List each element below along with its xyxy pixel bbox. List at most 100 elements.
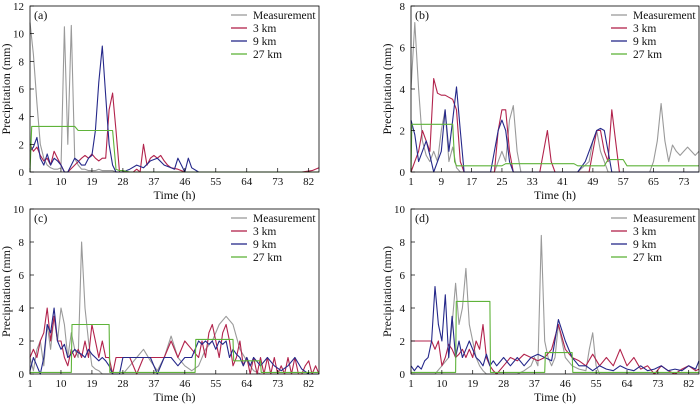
y-tick-label: 10 xyxy=(13,204,25,216)
y-tick-label: 8 xyxy=(19,56,25,68)
x-tick-label: 82 xyxy=(683,378,694,390)
x-tick-label: 73 xyxy=(272,378,284,390)
y-axis-title: Precipitation (mm) xyxy=(0,44,13,135)
x-axis-title: Time (h) xyxy=(154,390,196,404)
x-tick-label: 28 xyxy=(498,378,510,390)
x-tick-label: 49 xyxy=(587,176,599,188)
x-tick-label: 57 xyxy=(618,176,630,188)
x-tick-label: 73 xyxy=(272,176,284,188)
legend-label: 3 km xyxy=(253,226,276,238)
x-tick-label: 1 xyxy=(408,176,414,188)
x-tick-label: 46 xyxy=(179,378,191,390)
legend-label: 3 km xyxy=(253,23,276,35)
panel-label: (b) xyxy=(415,8,429,22)
panel-label: (a) xyxy=(34,8,47,22)
x-tick-label: 55 xyxy=(210,176,222,188)
series-line-km9 xyxy=(29,307,319,375)
y-tick-label: 2 xyxy=(19,336,25,348)
y-tick-label: 2 xyxy=(400,336,406,348)
x-tick-label: 1 xyxy=(27,378,33,390)
x-tick-label: 37 xyxy=(148,176,160,188)
x-axis-title: Time (h) xyxy=(534,188,576,202)
x-tick-label: 19 xyxy=(467,378,479,390)
y-tick-label: 0 xyxy=(400,167,406,179)
x-tick-label: 33 xyxy=(527,176,539,188)
y-tick-label: 10 xyxy=(13,29,25,41)
series-line-km9 xyxy=(410,86,699,173)
y-tick-label: 8 xyxy=(400,237,406,249)
x-tick-label: 55 xyxy=(591,378,603,390)
y-tick-label: 6 xyxy=(19,84,25,96)
x-tick-label: 55 xyxy=(210,378,222,390)
y-tick-label: 10 xyxy=(394,204,406,216)
legend-label: Measurement xyxy=(253,213,316,225)
x-tick-label: 10 xyxy=(55,176,67,188)
y-tick-label: 0 xyxy=(19,167,25,179)
x-tick-label: 28 xyxy=(117,176,129,188)
legend-label: 27 km xyxy=(253,49,282,61)
x-tick-label: 64 xyxy=(241,378,253,390)
y-tick-label: 12 xyxy=(13,1,24,13)
x-tick-label: 64 xyxy=(622,378,634,390)
y-tick-label: 8 xyxy=(400,1,406,13)
x-tick-label: 1 xyxy=(408,378,414,390)
y-tick-label: 4 xyxy=(400,84,406,96)
series-line-km9 xyxy=(410,286,700,372)
panel-b: 1 9 17 25 33 41 49 57 65 73 0 2 4 6 8 Time (h) Precipita… xyxy=(380,1,700,202)
plot-frame xyxy=(410,208,700,375)
x-tick-label: 28 xyxy=(117,378,129,390)
y-tick-label: 6 xyxy=(400,43,406,55)
series-line-km27 xyxy=(30,323,319,373)
x-tick-label: 41 xyxy=(557,176,568,188)
legend-label: 9 km xyxy=(633,239,656,251)
x-tick-label: 9 xyxy=(439,176,445,188)
x-tick-label: 1 xyxy=(27,176,33,188)
y-tick-label: 6 xyxy=(19,270,25,282)
legend-label: 27 km xyxy=(633,49,662,61)
x-tick-label: 82 xyxy=(303,176,314,188)
y-tick-label: 2 xyxy=(400,126,406,138)
x-axis-title: Time (h) xyxy=(534,390,576,404)
x-tick-label: 73 xyxy=(678,176,690,188)
y-axis-title: Precipitation (mm) xyxy=(380,44,394,135)
legend-label: 9 km xyxy=(633,36,656,48)
legend-label: 9 km xyxy=(253,36,276,48)
y-tick-label: 4 xyxy=(400,303,406,315)
panel-label: (c) xyxy=(34,211,47,225)
x-tick-label: 37 xyxy=(529,378,541,390)
legend-label: 27 km xyxy=(253,252,282,264)
x-tick-label: 19 xyxy=(86,378,98,390)
x-tick-label: 17 xyxy=(466,176,478,188)
y-tick-label: 6 xyxy=(400,270,406,282)
legend-label: Measurement xyxy=(253,10,316,22)
y-tick-label: 2 xyxy=(19,139,25,151)
plot-frame xyxy=(29,208,320,375)
legend-label: 3 km xyxy=(633,23,656,35)
x-tick-label: 73 xyxy=(652,378,664,390)
legend-label: 27 km xyxy=(633,252,662,264)
y-tick-label: 8 xyxy=(19,237,25,249)
x-tick-label: 46 xyxy=(179,176,191,188)
x-tick-label: 46 xyxy=(560,378,572,390)
x-tick-label: 82 xyxy=(303,378,314,390)
legend-label: 9 km xyxy=(253,239,276,251)
x-tick-label: 37 xyxy=(148,378,160,390)
series-line-km27 xyxy=(29,125,319,173)
y-tick-label: 0 xyxy=(19,369,25,381)
y-tick-label: 0 xyxy=(400,369,406,381)
series-line-km9 xyxy=(29,45,319,173)
x-tick-label: 65 xyxy=(648,176,660,188)
panel-label: (d) xyxy=(415,211,429,225)
legend-label: Measurement xyxy=(633,213,696,225)
x-tick-label: 64 xyxy=(241,176,253,188)
series-line-measurement xyxy=(411,234,699,375)
x-tick-label: 19 xyxy=(86,176,98,188)
x-axis-title: Time (h) xyxy=(154,188,196,202)
y-tick-label: 4 xyxy=(19,112,25,124)
x-tick-label: 25 xyxy=(496,176,508,188)
series-line-km3 xyxy=(411,323,700,375)
